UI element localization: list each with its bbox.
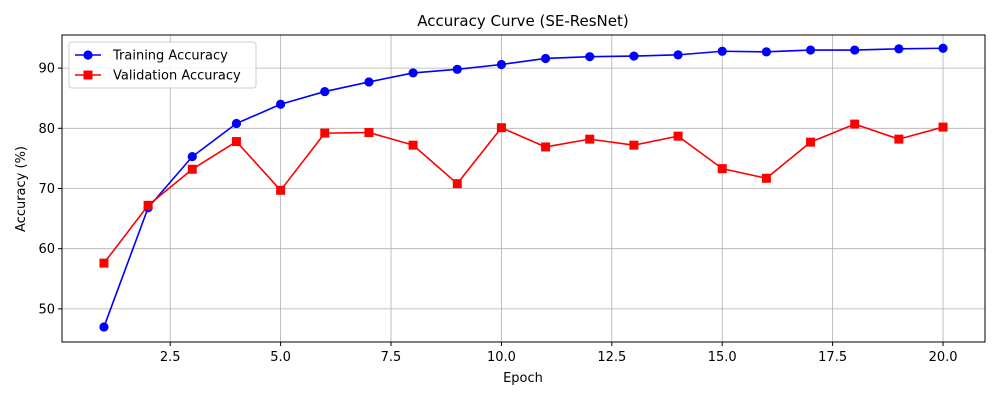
data-point [805, 45, 816, 55]
data-point [938, 43, 948, 53]
data-point [717, 46, 727, 56]
x-tick-label: 2.5 [160, 350, 181, 365]
data-point [187, 151, 197, 162]
data-point [408, 140, 418, 150]
data-point [276, 99, 286, 109]
data-point [408, 68, 418, 78]
data-point [541, 142, 551, 152]
data-point [761, 173, 771, 183]
data-point [673, 131, 683, 141]
legend: Training Accuracy Validation Accuracy [68, 41, 257, 89]
y-tick-label: 80 [38, 122, 55, 137]
data-point [364, 128, 374, 138]
y-tick-label: 70 [38, 182, 55, 197]
x-axis-title: Epoch [503, 371, 543, 386]
legend-label: Training Accuracy [112, 49, 228, 64]
legend-marker [83, 50, 93, 60]
series-1 [99, 43, 948, 332]
data-point [231, 137, 241, 147]
legend-label: Validation Accuracy [113, 69, 241, 84]
gridlines [62, 35, 985, 342]
data-point [99, 258, 109, 268]
data-point [806, 137, 816, 147]
series-line [103, 47, 944, 328]
x-tick-label: 20.0 [929, 350, 958, 365]
x-tick-label: 17.5 [818, 350, 847, 365]
data-point [99, 322, 109, 332]
data-point [717, 164, 727, 174]
ticks: 2.5 5.0 7.5 10.0 12.5 15.0 17.5 20.0 50 60 70 80 90 [38, 62, 957, 365]
x-tick-label: 7.5 [381, 350, 402, 365]
series-2 [99, 119, 948, 268]
data-point [452, 179, 462, 189]
legend-entry: Training Accuracy [75, 49, 228, 64]
data-point [276, 185, 286, 195]
series-line [103, 123, 944, 264]
y-tick-label: 90 [38, 62, 55, 77]
legend-marker [83, 70, 93, 80]
series-layer [99, 43, 948, 332]
data-point [496, 59, 507, 70]
data-point [364, 77, 374, 87]
legend-box [68, 41, 257, 89]
data-point [585, 52, 595, 62]
x-tick-label: 5.0 [270, 350, 291, 365]
data-point [894, 134, 904, 144]
x-tick-label: 10.0 [487, 350, 516, 365]
data-point [496, 123, 506, 133]
data-point [187, 164, 197, 174]
data-point [850, 119, 860, 129]
x-tick-label: 12.5 [597, 350, 626, 365]
data-point [231, 118, 242, 129]
data-point [629, 140, 639, 150]
data-point [320, 86, 330, 97]
data-point [540, 53, 551, 64]
data-point [143, 200, 153, 210]
data-point [938, 122, 948, 132]
legend-entry: Validation Accuracy [75, 69, 241, 84]
data-point [894, 44, 904, 54]
data-point [452, 64, 462, 74]
data-point [761, 47, 771, 57]
y-tick-label: 60 [38, 242, 55, 257]
data-point [629, 51, 639, 61]
x-tick-label: 15.0 [708, 350, 737, 365]
y-tick-label: 50 [38, 302, 55, 317]
data-point [850, 45, 860, 55]
data-point [320, 128, 330, 138]
y-axis-title: Accuracy (%) [14, 146, 29, 232]
chart-title: Accuracy Curve (SE-ResNet) [417, 12, 629, 30]
data-point [585, 134, 595, 144]
data-point [673, 50, 683, 60]
